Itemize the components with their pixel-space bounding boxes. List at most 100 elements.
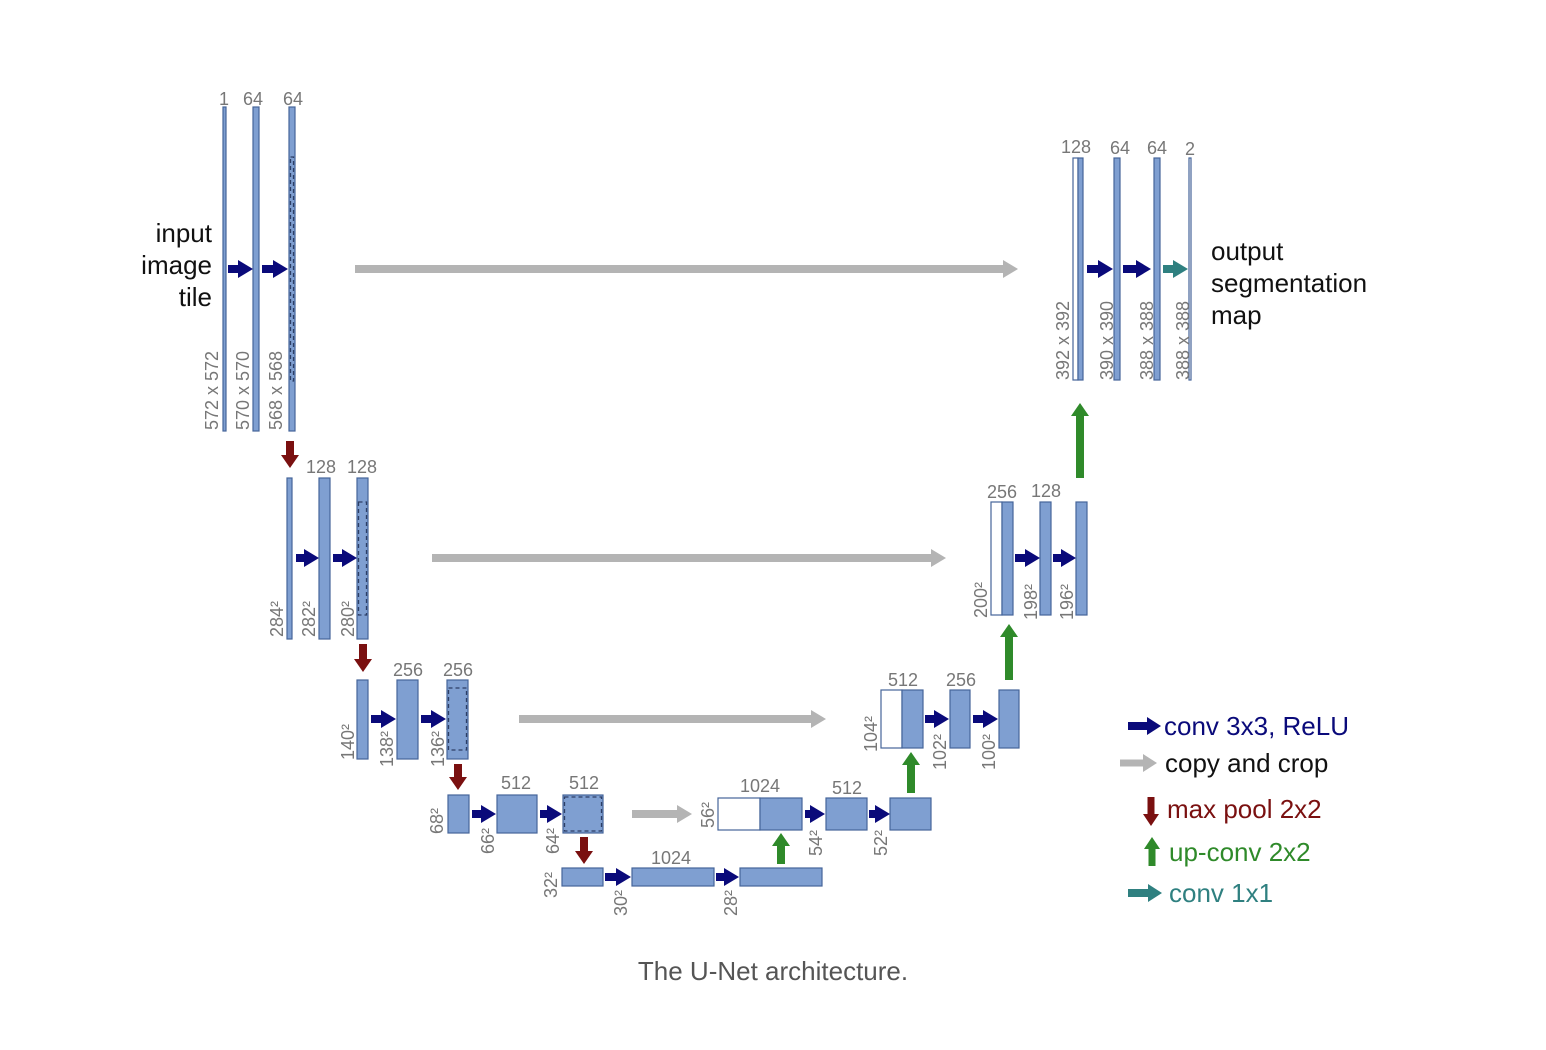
level-2-size-label: 282² — [299, 601, 319, 637]
level-2-up-conv-block-1 — [1039, 501, 1052, 616]
level-4-channels-label: 512 — [569, 773, 599, 793]
level-1-copy-block — [1072, 157, 1079, 381]
level-2-upconv-block — [1001, 501, 1014, 616]
conv-arrow — [973, 710, 998, 728]
conv-arrow — [472, 805, 496, 823]
level-5-conv-block-1 — [631, 867, 715, 887]
level-1-channels-label: 64 — [283, 89, 303, 109]
level-2-up-size-label: 200² — [971, 582, 991, 618]
level-1-channels-label: 1 — [219, 89, 229, 109]
level-1-channels-label: 64 — [243, 89, 263, 109]
output-label: segmentation — [1211, 268, 1367, 298]
level-2-conv-block-1 — [318, 477, 331, 640]
level-4-channels-label: 512 — [501, 773, 531, 793]
level-1-size-label: 568 x 568 — [266, 351, 286, 430]
level-1-up-conv-block-1 — [1113, 157, 1121, 381]
level-2-up-conv-block-2 — [1075, 501, 1088, 616]
level-1-input-block — [222, 106, 227, 432]
input-label: tile — [179, 282, 212, 312]
level-4-up-channels-label: 512 — [832, 778, 862, 798]
level-1-up-channels-label: 64 — [1147, 138, 1167, 158]
level-2-size-label: 284² — [267, 601, 287, 637]
level-5-pool-block — [561, 867, 604, 887]
up-conv-arrow — [772, 833, 790, 864]
level-4-copy-block — [717, 797, 761, 831]
legend-up-arrow-icon — [1144, 837, 1160, 866]
level-3-conv-block-2 — [446, 679, 469, 760]
level-1-up-size-label: 390 x 390 — [1097, 301, 1117, 380]
up-conv-arrow — [1071, 403, 1089, 478]
conv-arrow — [925, 710, 949, 728]
level-1-up-conv-block-2 — [1153, 157, 1161, 381]
legend-label: copy and crop — [1165, 748, 1328, 778]
level-2-up-size-label: 198² — [1021, 584, 1041, 620]
legend-label: max pool 2x2 — [1167, 794, 1322, 824]
level-4-up-size-label: 52² — [871, 830, 891, 856]
level-2-up-channels-label: 256 — [987, 482, 1017, 502]
level-3-pool-block — [356, 679, 369, 760]
legend-label: up-conv 2x2 — [1169, 837, 1311, 867]
conv-arrow — [1087, 260, 1113, 278]
level-5-size-label: 28² — [721, 890, 741, 916]
level-3-up-channels-label: 512 — [888, 670, 918, 690]
level-2-channels-label: 128 — [306, 457, 336, 477]
level-4-up-channels-label: 1024 — [740, 776, 780, 796]
legend-down-arrow-icon — [1143, 797, 1159, 826]
legend-right-arrow-icon — [1128, 717, 1161, 735]
level-3-size-label: 136² — [428, 731, 448, 767]
legend: conv 3x3, ReLU copy and crop max pool 2x2 u… — [1120, 711, 1349, 908]
conv-arrow — [869, 805, 890, 823]
level-1-up-size-label: 388 x 388 — [1173, 301, 1193, 380]
level-4-size-label: 66² — [478, 828, 498, 854]
level-3-conv-block-2-crop-region — [447, 687, 468, 751]
input-label: input — [156, 218, 213, 248]
output-label: output — [1211, 236, 1284, 266]
level-1-size-label: 570 x 570 — [233, 351, 253, 430]
level-2-size-label: 280² — [338, 601, 358, 637]
level-3-conv-block-1 — [396, 679, 419, 760]
level-2-conv-block-2 — [356, 477, 369, 640]
max-pool-arrow — [449, 764, 467, 790]
level-2-up-channels-label: 128 — [1031, 481, 1061, 501]
level-2-conv-block-2-crop-region — [357, 501, 368, 616]
conv-arrow — [1015, 549, 1040, 567]
conv-arrow — [371, 710, 396, 728]
level-3-size-label: 138² — [377, 731, 397, 767]
conv-arrow — [1053, 549, 1076, 567]
level-3-up-channels-label: 256 — [946, 670, 976, 690]
level-1-up-size-label: 388 x 388 — [1137, 301, 1157, 380]
level-5-size-label: 32² — [541, 872, 561, 898]
level-3-up-size-label: 102² — [930, 734, 950, 770]
level-3-up-size-label: 104² — [861, 716, 881, 752]
level-3-up-conv-block-1 — [949, 689, 971, 749]
level-1-conv-block-2-crop-region — [289, 156, 295, 382]
level-4-up-conv-block-2 — [889, 797, 932, 831]
output-label: map — [1211, 300, 1262, 330]
copy-crop-arrow — [355, 260, 1018, 278]
level-4-up-size-label: 54² — [806, 830, 826, 856]
level-2-pool-block — [286, 477, 293, 640]
figure-caption: The U-Net architecture. — [637, 956, 909, 986]
level-1-up-channels-label: 64 — [1110, 138, 1130, 158]
output-block — [1188, 157, 1192, 381]
up-conv-arrow — [902, 752, 920, 793]
conv-arrow — [605, 868, 631, 886]
level-3-up-conv-block-2 — [998, 689, 1020, 749]
dimension-labels: 1 64 64 572 x 572 570 x 570 568 x 568 inputima… — [141, 89, 1367, 916]
level-2-up-size-label: 196² — [1057, 584, 1077, 620]
conv-arrow — [333, 549, 357, 567]
level-4-up-size-label: 56² — [698, 802, 718, 828]
level-3-channels-label: 256 — [443, 660, 473, 680]
legend-label: conv 1x1 — [1169, 878, 1273, 908]
conv-arrow — [262, 260, 288, 278]
max-pool-arrow — [281, 441, 299, 468]
level-1-up-size-label: 392 x 392 — [1053, 301, 1073, 380]
up-conv-arrow — [1000, 624, 1018, 680]
level-3-copy-block — [880, 689, 903, 749]
feature-maps — [222, 106, 1192, 887]
conv-arrow — [228, 260, 253, 278]
level-5-size-label: 30² — [611, 890, 631, 916]
level-1-conv-block-2 — [288, 106, 296, 432]
legend-right-arrow-icon — [1120, 754, 1157, 772]
conv-1x1-arrow — [1163, 260, 1188, 278]
